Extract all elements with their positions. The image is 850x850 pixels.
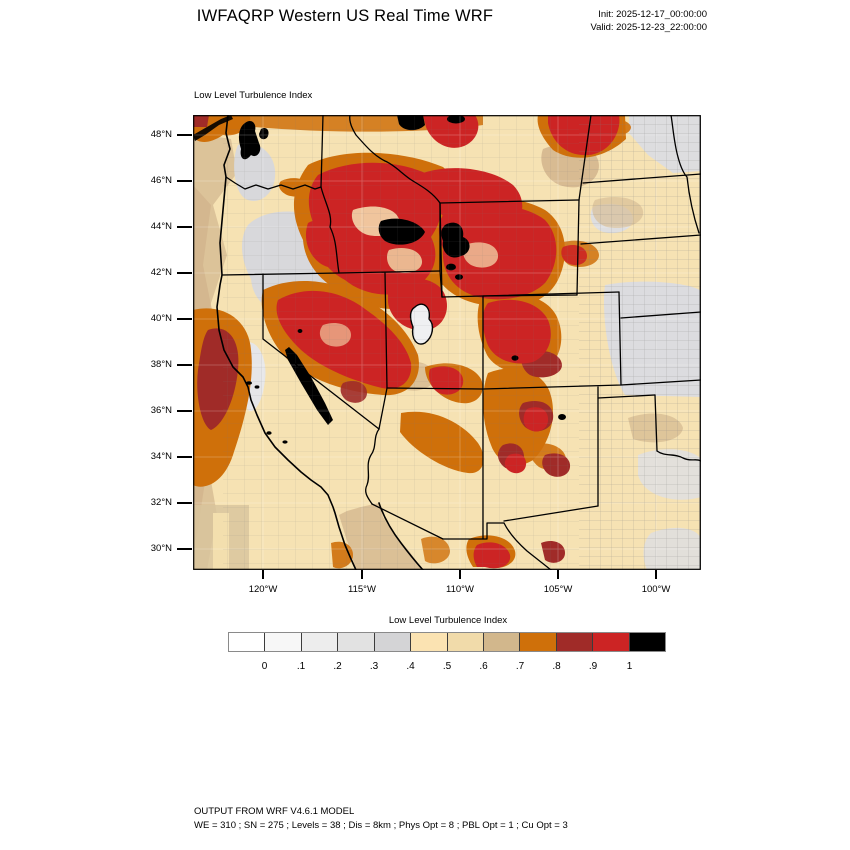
y-axis-tick bbox=[177, 456, 192, 458]
turbulence-map-svg bbox=[193, 115, 701, 570]
map-raster bbox=[193, 115, 701, 570]
x-axis-tick bbox=[459, 570, 461, 579]
y-axis-tick bbox=[177, 502, 192, 504]
y-axis-label: 48°N bbox=[150, 129, 172, 140]
y-axis-tick bbox=[177, 272, 192, 274]
colorbar-cell bbox=[338, 633, 375, 651]
y-axis-label: 30°N bbox=[150, 543, 172, 554]
colorbar-cell bbox=[556, 633, 594, 651]
colorbar-label: .8 bbox=[552, 661, 561, 672]
colorbar-label: .6 bbox=[479, 661, 488, 672]
colorbar-label: .7 bbox=[515, 661, 525, 672]
colorbar-label: .4 bbox=[406, 661, 415, 672]
y-axis-tick bbox=[177, 410, 192, 412]
colorbar-cell bbox=[411, 633, 448, 651]
init-time: Init: 2025-12-17_00:00:00 bbox=[598, 9, 707, 20]
colorbar-label: .1 bbox=[296, 661, 306, 672]
y-axis-label: 46°N bbox=[150, 175, 172, 186]
colorbar-cell bbox=[483, 633, 521, 651]
y-axis-label: 34°N bbox=[150, 451, 172, 462]
colorbar-cell bbox=[301, 633, 339, 651]
colorbar bbox=[228, 632, 666, 652]
colorbar-cell bbox=[629, 633, 666, 651]
map-panel bbox=[193, 115, 701, 570]
x-axis-tick bbox=[361, 570, 363, 579]
x-axis-label: 110°W bbox=[446, 584, 474, 595]
y-axis-tick bbox=[177, 134, 192, 136]
colorbar-label: .3 bbox=[369, 661, 379, 672]
x-axis-label: 105°W bbox=[543, 584, 573, 595]
model-footer: OUTPUT FROM WRF V4.6.1 MODEL WE = 310 ; … bbox=[194, 805, 568, 832]
state-borders bbox=[221, 115, 701, 570]
y-axis-tick bbox=[177, 226, 192, 228]
run-times: Init: 2025-12-17_00:00:00 Valid: 2025-12… bbox=[535, 8, 707, 34]
colorbar-label: 0 bbox=[261, 661, 268, 672]
y-axis-label: 40°N bbox=[150, 313, 172, 324]
colorbar-label: .2 bbox=[333, 661, 342, 672]
y-axis-label: 44°N bbox=[150, 221, 172, 232]
colorbar-title: Low Level Turbulence Index bbox=[388, 615, 508, 626]
colorbar-cell bbox=[374, 633, 412, 651]
y-axis-label: 36°N bbox=[150, 405, 172, 416]
valid-time: Valid: 2025-12-23_22:00:00 bbox=[590, 22, 707, 33]
colorbar-cell bbox=[265, 633, 302, 651]
y-axis-label: 42°N bbox=[150, 267, 172, 278]
map-subtitle: Low Level Turbulence Index bbox=[194, 90, 313, 101]
x-axis-label: 120°W bbox=[248, 584, 278, 595]
x-axis-label: 100°W bbox=[641, 584, 671, 595]
y-axis-label: 32°N bbox=[150, 497, 172, 508]
colorbar-cell bbox=[593, 633, 630, 651]
colorbar-label: 1 bbox=[626, 661, 633, 672]
footer-line2: WE = 310 ; SN = 275 ; Levels = 38 ; Dis … bbox=[194, 819, 568, 831]
y-axis-tick bbox=[177, 318, 192, 320]
colorbar-label: .5 bbox=[442, 661, 452, 672]
x-axis-tick bbox=[262, 570, 264, 579]
y-axis-tick bbox=[177, 548, 192, 550]
x-axis-tick bbox=[655, 570, 657, 579]
x-axis-label: 115°W bbox=[348, 584, 376, 595]
colorbar-label: .9 bbox=[588, 661, 598, 672]
colorbar-cell bbox=[229, 633, 266, 651]
y-axis-tick bbox=[177, 364, 192, 366]
y-axis-label: 38°N bbox=[150, 359, 172, 370]
y-axis-tick bbox=[177, 180, 192, 182]
page-title: IWFAQRP Western US Real Time WRF bbox=[196, 7, 494, 25]
colorbar-cell bbox=[447, 633, 484, 651]
colorbar-cell bbox=[520, 633, 557, 651]
footer-line1: OUTPUT FROM WRF V4.6.1 MODEL bbox=[194, 806, 355, 817]
x-axis-tick bbox=[557, 570, 559, 579]
coastline bbox=[216, 115, 424, 570]
